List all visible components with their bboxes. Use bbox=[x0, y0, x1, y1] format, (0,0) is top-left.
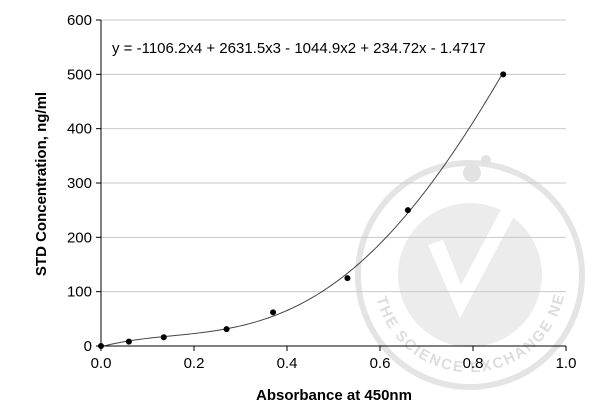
data-point-7 bbox=[500, 71, 507, 78]
data-point-6 bbox=[404, 207, 411, 214]
watermark-dot-large bbox=[463, 164, 481, 182]
y-tick-label-6: 600 bbox=[67, 12, 92, 29]
x-tick-label-5: 1.0 bbox=[556, 355, 577, 372]
data-point-3 bbox=[223, 326, 230, 333]
y-tick-label-0: 0 bbox=[84, 338, 92, 355]
equation-annotation: y = -1106.2x4 + 2631.5x3 - 1044.9x2 + 23… bbox=[112, 40, 486, 57]
y-tick-label-3: 300 bbox=[67, 175, 92, 192]
checkmark-badge-icon bbox=[428, 200, 520, 318]
data-point-2 bbox=[160, 334, 167, 341]
watermark-outer-ring bbox=[355, 160, 585, 390]
watermark-logo: THE SCIENCE EXCHANGE NETWORK bbox=[0, 0, 585, 390]
y-axis-title: STD Concentration, ng/ml bbox=[33, 92, 50, 276]
x-tick-label-4: 0.8 bbox=[463, 355, 484, 372]
x-axis-ticks: 0.0 0.2 0.4 0.6 0.8 1.0 bbox=[91, 346, 577, 372]
x-tick-label-3: 0.6 bbox=[370, 355, 391, 372]
y-axis-ticks: 0 100 200 300 400 500 600 bbox=[67, 12, 101, 355]
gridlines bbox=[101, 19, 566, 293]
y-tick-label-4: 400 bbox=[67, 121, 92, 138]
data-point-1 bbox=[125, 338, 132, 345]
watermark-dot-small bbox=[481, 155, 491, 165]
y-tick-label-2: 200 bbox=[67, 229, 92, 246]
x-tick-label-2: 0.4 bbox=[277, 355, 298, 372]
y-tick-label-1: 100 bbox=[67, 284, 92, 301]
data-point-4 bbox=[270, 309, 277, 316]
x-axis-title: Absorbance at 450nm bbox=[256, 387, 412, 404]
x-tick-label-1: 0.2 bbox=[184, 355, 205, 372]
y-tick-label-5: 500 bbox=[67, 66, 92, 83]
x-tick-label-0: 0.0 bbox=[91, 355, 112, 372]
fit-curve bbox=[101, 72, 504, 347]
data-point-5 bbox=[344, 275, 351, 282]
